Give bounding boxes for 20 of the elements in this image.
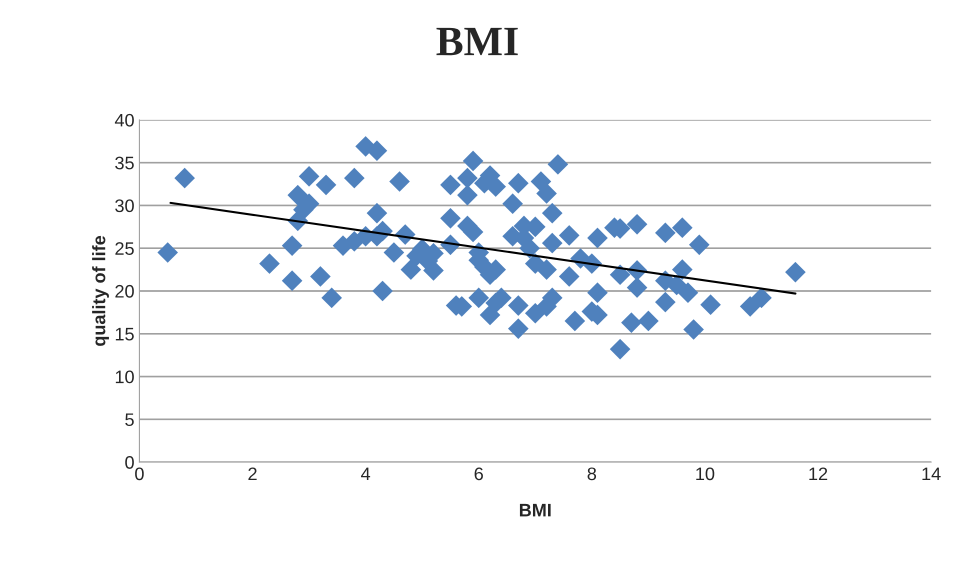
x-tick-label: 2 <box>248 467 257 480</box>
x-tick-label: 10 <box>696 467 714 480</box>
y-tick-label: 10 <box>116 370 134 384</box>
y-tick-label: 20 <box>115 284 134 298</box>
y-tick-label: 5 <box>125 413 134 426</box>
x-tick-label: 0 <box>135 467 144 480</box>
x-tick-label: 12 <box>809 467 828 480</box>
x-tick-label: 14 <box>922 468 941 480</box>
y-tick-label: 30 <box>115 199 134 212</box>
x-axis-title: BMI <box>520 504 551 516</box>
y-axis-title: quality of life <box>92 236 109 346</box>
y-tick-label: 40 <box>114 114 134 127</box>
y-tick-label: 15 <box>116 328 134 340</box>
x-tick-label: 6 <box>474 467 483 480</box>
x-tick-label: 8 <box>588 467 596 480</box>
chart-title: BMI <box>436 28 518 56</box>
x-tick-label: 4 <box>361 468 370 480</box>
y-tick-label: 35 <box>115 156 134 170</box>
y-tick-label: 25 <box>115 242 134 255</box>
y-tick-label: 0 <box>125 456 134 469</box>
